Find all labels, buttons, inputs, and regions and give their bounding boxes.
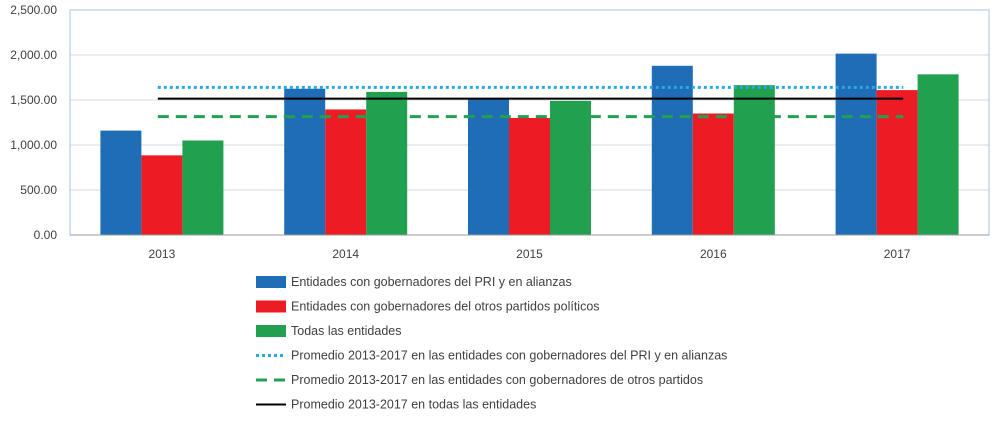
legend-item: Entidades con gobernadores del PRI y en … — [256, 275, 572, 289]
y-axis: 0.00 500.00 1,000.00 1,500.00 2,000.00 2,500.… — [10, 3, 57, 242]
x-tick-label: 2013 — [149, 247, 176, 261]
y-tick-label: 1,500.00 — [10, 93, 57, 107]
bar — [182, 140, 224, 235]
legend-label: Promedio 2013-2017 en las entidades con … — [291, 373, 703, 387]
bar — [692, 113, 734, 235]
legend-label: Promedio 2013-2017 en todas las entidade… — [291, 398, 536, 412]
y-tick-label: 2,000.00 — [10, 48, 57, 62]
bar — [917, 74, 959, 235]
y-tick-label: 0.00 — [34, 228, 58, 242]
bars — [100, 53, 959, 236]
bar — [550, 100, 591, 236]
legend-label: Entidades con gobernadores del otros par… — [291, 300, 600, 314]
bar — [509, 118, 550, 235]
legend-item: Todas las entidades — [256, 324, 402, 338]
bar — [468, 99, 509, 235]
x-tick-label: 2014 — [332, 247, 359, 261]
legend-label: Entidades con gobernadores del PRI y en … — [291, 275, 572, 289]
y-tick-label: 500.00 — [20, 183, 57, 197]
bar — [733, 85, 775, 236]
bar — [876, 90, 918, 235]
legend-swatch — [256, 325, 286, 337]
legend-swatch — [256, 300, 286, 313]
y-tick-label: 1,000.00 — [10, 138, 57, 152]
legend-item: Promedio 2013-2017 en todas las entidade… — [256, 398, 536, 412]
average-lines — [157, 85, 904, 119]
x-axis: 2013 2014 2015 2016 2017 — [149, 247, 911, 261]
x-tick-label: 2015 — [516, 247, 543, 261]
legend: Entidades con gobernadores del PRI y en … — [256, 275, 727, 412]
legend-label: Todas las entidades — [291, 324, 402, 338]
bar — [284, 88, 326, 235]
bar — [100, 130, 142, 235]
x-tick-label: 2017 — [884, 247, 911, 261]
legend-item: Promedio 2013-2017 en las entidades con … — [256, 349, 727, 363]
bar — [325, 109, 367, 235]
legend-swatch — [256, 276, 286, 288]
x-tick-label: 2016 — [700, 247, 727, 261]
y-tick-label: 2,500.00 — [10, 3, 57, 17]
legend-label: Promedio 2013-2017 en las entidades con … — [291, 349, 727, 363]
bar — [651, 65, 693, 235]
bar — [835, 53, 877, 236]
legend-item: Promedio 2013-2017 en las entidades con … — [256, 373, 703, 387]
bar — [366, 91, 408, 236]
bar — [141, 155, 183, 235]
legend-item: Entidades con gobernadores del otros par… — [256, 300, 600, 314]
